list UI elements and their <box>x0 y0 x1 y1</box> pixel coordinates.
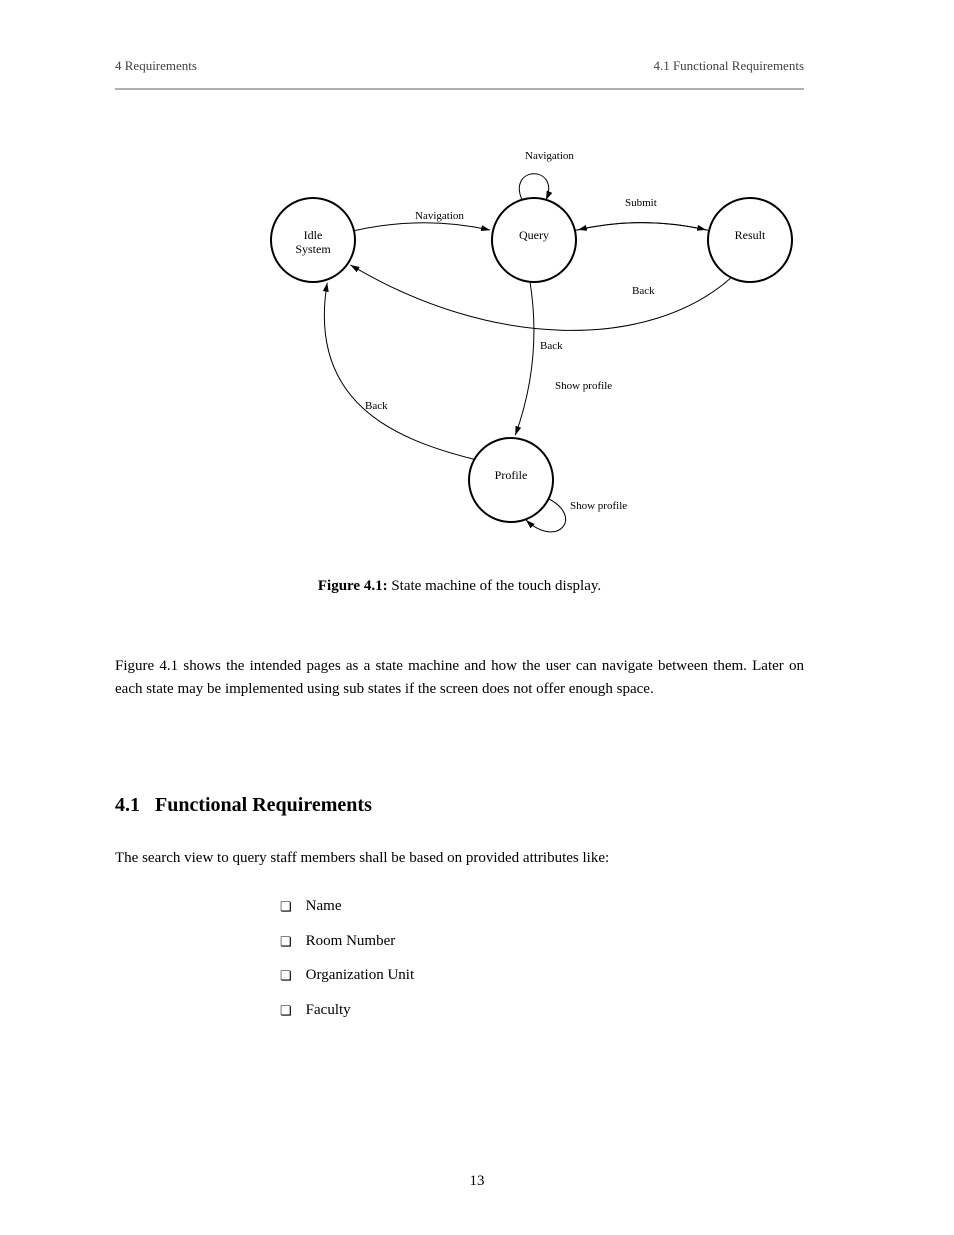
list-item: ❏ Name <box>280 895 779 918</box>
state-diagram-svg <box>250 155 810 555</box>
bullet-icon: ❏ <box>280 1001 292 1021</box>
figure-text: State machine of the touch display. <box>388 578 602 594</box>
list-item-label: Room Number <box>306 930 396 953</box>
running-header: 4 Requirements 4.1 Functional Requiremen… <box>115 58 804 74</box>
list-item: ❏ Room Number <box>280 930 779 953</box>
edge-label: Show profile <box>555 380 612 392</box>
bullet-icon: ❏ <box>280 932 292 952</box>
header-rule <box>115 88 804 90</box>
edge-label: Back <box>540 340 563 352</box>
figure-label: Figure 4.1: <box>318 578 388 594</box>
list-item-label: Name <box>306 895 342 918</box>
list-item-label: Faculty <box>306 999 351 1022</box>
paragraph-1: Figure 4.1 shows the intended pages as a… <box>115 655 804 702</box>
state-diagram: NavigationNavigationSubmitBackBackShow p… <box>250 155 810 555</box>
bullet-list: ❏ Name ❏ Room Number ❏ Organization Unit ❏ F… <box>280 895 779 1033</box>
node-label: Result <box>708 228 792 242</box>
list-item-label: Organization Unit <box>306 964 414 987</box>
section-heading: 4.1 Functional Requirements <box>115 794 372 817</box>
list-item: ❏ Organization Unit <box>280 964 779 987</box>
edge-label: Submit <box>625 197 657 209</box>
figure-caption: Figure 4.1: State machine of the touch d… <box>115 578 804 595</box>
edge-label: Back <box>632 285 655 297</box>
section-title: Functional Requirements <box>155 794 372 816</box>
node-label: IdleSystem <box>271 228 355 257</box>
edge-label: Show profile <box>570 500 627 512</box>
bullet-icon: ❏ <box>280 897 292 917</box>
edge-label: Navigation <box>415 210 464 222</box>
header-section-title: 4.1 Functional Requirements <box>653 58 804 74</box>
list-item: ❏ Faculty <box>280 999 779 1022</box>
bullet-icon: ❏ <box>280 966 292 986</box>
node-label: Query <box>492 228 576 242</box>
node-label: Profile <box>469 468 553 482</box>
section-number: 4.1 <box>115 794 140 816</box>
page-number: 13 <box>0 1173 954 1190</box>
edge-label: Navigation <box>525 150 574 162</box>
header-section-label: 4 Requirements <box>115 58 197 74</box>
edge-label: Back <box>365 400 388 412</box>
paragraph-2: The search view to query staff members s… <box>115 847 804 870</box>
